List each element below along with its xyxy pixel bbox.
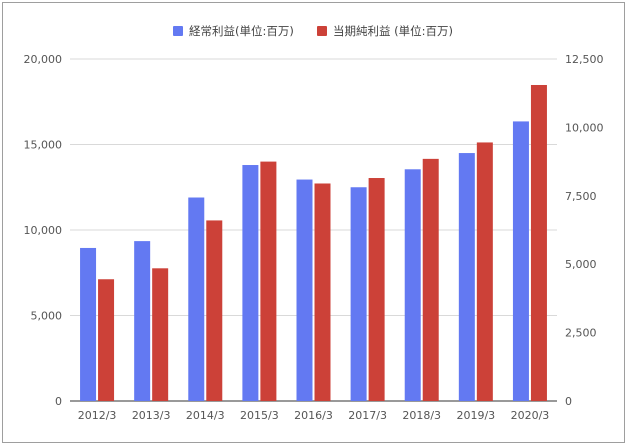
bar-net-income xyxy=(314,183,331,401)
x-axis-tick-label: 2019/3 xyxy=(456,409,495,422)
legend-swatch-ordinary-profit xyxy=(173,26,183,36)
bar-net-income xyxy=(422,158,439,401)
bar-net-income xyxy=(98,279,115,401)
bar-net-income xyxy=(206,220,223,401)
right-axis-tick-label: 7,500 xyxy=(565,190,597,203)
right-axis-tick-label: 10,000 xyxy=(565,121,604,134)
bar-ordinary-profit xyxy=(134,241,151,401)
bar-ordinary-profit xyxy=(296,179,313,401)
left-axis-tick-label: 5,000 xyxy=(31,310,63,323)
x-axis-tick-label: 2016/3 xyxy=(294,409,333,422)
bar-net-income xyxy=(476,142,493,401)
bar-net-income xyxy=(530,84,547,401)
bar-net-income xyxy=(260,161,277,401)
right-axis-tick-label: 12,500 xyxy=(565,53,604,66)
x-axis-labels: 2012/3 2013/3 2014/3 2015/3 2016/3 2017/3 2018… xyxy=(78,409,550,422)
legend-swatch-net-income xyxy=(317,26,327,36)
x-axis-tick-label: 2020/3 xyxy=(511,409,550,422)
bar-net-income xyxy=(152,268,169,401)
bar-ordinary-profit xyxy=(458,153,475,401)
left-axis-tick-label: 15,000 xyxy=(24,139,63,152)
x-axis-tick-label: 2014/3 xyxy=(186,409,225,422)
left-axis-tick-label: 20,000 xyxy=(24,53,63,66)
left-axis-tick-label: 0 xyxy=(55,395,62,408)
chart-legend: 経常利益(単位:百万) 当期純利益 (単位:百万) xyxy=(173,24,453,38)
x-axis-tick-label: 2017/3 xyxy=(348,409,387,422)
legend-label-net-income: 当期純利益 (単位:百万) xyxy=(333,24,453,38)
bar-ordinary-profit xyxy=(80,247,97,401)
bar-ordinary-profit xyxy=(512,121,529,401)
bar-net-income xyxy=(368,178,385,401)
x-axis-tick-label: 2012/3 xyxy=(78,409,117,422)
bar-ordinary-profit xyxy=(242,165,259,401)
bar-ordinary-profit xyxy=(350,187,367,401)
right-axis-tick-label: 0 xyxy=(565,395,572,408)
bar-ordinary-profit xyxy=(188,197,205,401)
bar-series xyxy=(80,84,547,401)
x-axis-tick-label: 2018/3 xyxy=(402,409,441,422)
grid-lines xyxy=(70,58,557,402)
left-axis-labels: 0 5,000 10,000 15,000 20,000 xyxy=(24,53,63,408)
legend-label-ordinary-profit: 経常利益(単位:百万) xyxy=(189,24,294,38)
bar-ordinary-profit xyxy=(404,169,421,401)
right-axis-tick-label: 5,000 xyxy=(565,258,597,271)
right-axis-labels: 0 2,500 5,000 7,500 10,000 12,500 xyxy=(565,53,604,408)
left-axis-tick-label: 10,000 xyxy=(24,224,63,237)
x-axis-tick-label: 2015/3 xyxy=(240,409,279,422)
x-axis-tick-label: 2013/3 xyxy=(132,409,171,422)
right-axis-tick-label: 2,500 xyxy=(565,327,597,340)
